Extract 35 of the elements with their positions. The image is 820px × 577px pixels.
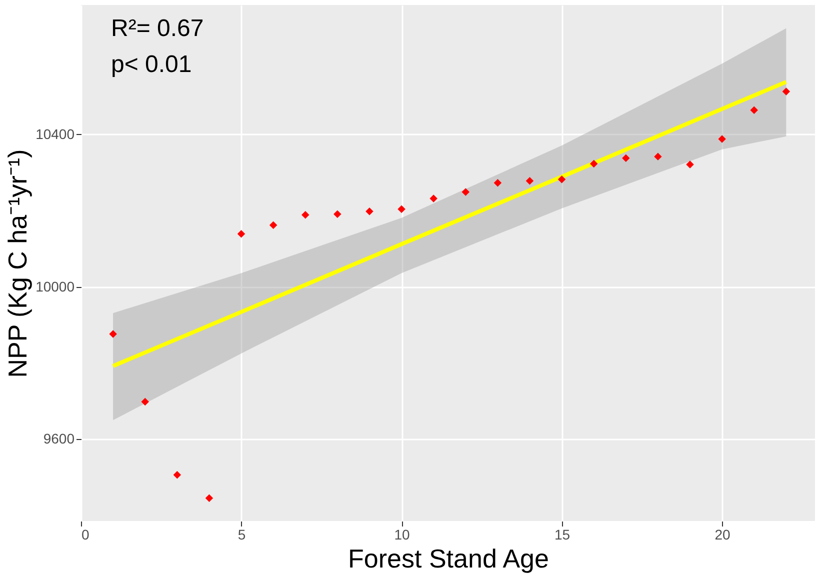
point [526, 177, 534, 185]
point [269, 221, 278, 229]
annotation: p< 0.01 [111, 51, 192, 78]
point [686, 160, 694, 168]
point [654, 152, 662, 160]
x-tick-label: 10 [394, 526, 410, 542]
x-axis-title: Forest Stand Age [348, 544, 549, 574]
line-series [111, 80, 788, 368]
point [334, 210, 342, 218]
x-tick-label: 0 [82, 526, 90, 542]
point [205, 494, 214, 502]
point [494, 178, 502, 187]
point [590, 160, 598, 168]
point [173, 471, 182, 479]
y-tick-label: 10400 [36, 126, 75, 142]
point [141, 398, 149, 406]
point [366, 208, 374, 216]
point [430, 194, 438, 202]
point [237, 230, 246, 238]
point [301, 210, 310, 219]
point [462, 188, 470, 196]
y-axis-title: NPP (Kg C ha⁻¹yr⁻¹) [2, 149, 33, 378]
x-tick-label: 5 [238, 526, 246, 542]
x-tick-label: 15 [554, 526, 570, 542]
point [718, 135, 726, 143]
point [109, 330, 117, 338]
point [750, 106, 758, 114]
annotation: R²= 0.67 [111, 15, 204, 42]
x-tick-label: 20 [714, 526, 731, 542]
y-tick-label: 10000 [36, 278, 75, 294]
point [622, 154, 630, 162]
point [782, 88, 790, 96]
point [398, 205, 406, 213]
y-tick-label: 9600 [43, 430, 75, 447]
point [558, 176, 566, 184]
